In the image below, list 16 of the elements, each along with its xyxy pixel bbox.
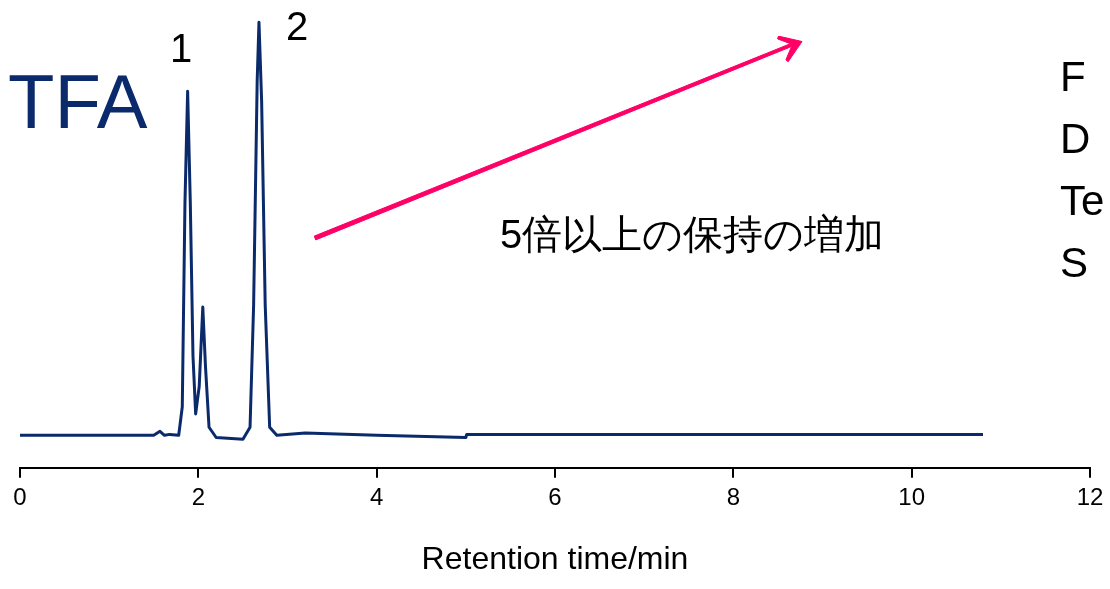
annotation: 1 — [170, 26, 193, 70]
annotation: 2 — [286, 4, 309, 48]
x-tick-label: 6 — [548, 482, 562, 510]
annotation: 5倍以上の保持の増加 — [500, 212, 885, 256]
annotation: S — [1060, 239, 1089, 286]
annotation: D — [1060, 115, 1091, 162]
x-axis-title: Retention time/min — [421, 539, 689, 576]
x-tick-label: 10 — [898, 482, 926, 510]
x-tick-label: 4 — [369, 482, 384, 510]
annotation: TFA — [8, 59, 148, 144]
annotation: F — [1060, 53, 1086, 100]
x-tick-label: 0 — [13, 482, 27, 510]
x-tick-label: 8 — [726, 482, 741, 510]
x-tick-label: 2 — [191, 482, 206, 510]
x-tick-label: 12 — [1076, 482, 1104, 510]
annotation: Te — [1060, 177, 1105, 224]
